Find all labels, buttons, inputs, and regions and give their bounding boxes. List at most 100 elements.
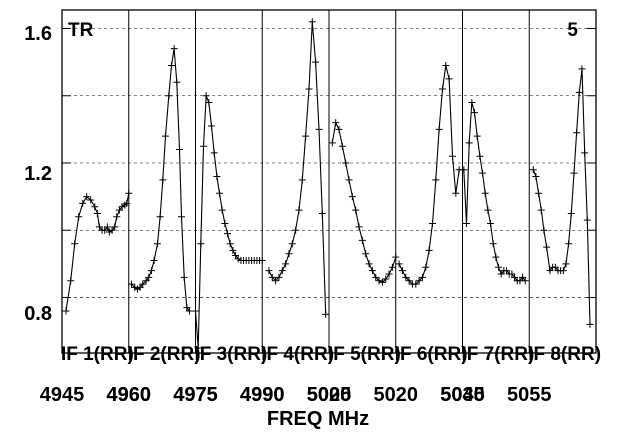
data-point-if5-8 [355, 223, 363, 231]
data-point-if4-17 [322, 310, 330, 318]
data-point-if8-12 [562, 260, 570, 268]
data-point-if6-14 [442, 61, 450, 69]
data-point-if2-6 [145, 273, 153, 281]
data-point-if1-21 [125, 189, 133, 197]
data-point-if1-1 [67, 277, 75, 285]
data-point-if2-21 [185, 307, 193, 315]
data-point-if4-1 [268, 273, 276, 281]
series-if8 [529, 65, 594, 328]
data-point-if3-0 [192, 307, 199, 315]
data-point-if3-1 [194, 344, 202, 352]
data-point-if3-3 [200, 142, 208, 150]
data-point-if4-12 [305, 85, 313, 93]
panel-label-if7: IF 7(RR) [461, 344, 534, 365]
data-point-if8-0 [529, 166, 537, 174]
data-point-if4-0 [265, 267, 273, 275]
series-if2 [127, 45, 193, 315]
data-point-if2-12 [161, 132, 169, 140]
data-point-if8-4 [540, 226, 548, 234]
data-point-if7-11 [489, 240, 497, 248]
x-tick-label-5040: 5040 [440, 384, 485, 406]
data-point-if2-11 [159, 176, 167, 184]
data-point-if8-13 [565, 240, 573, 248]
data-point-if1-4 [79, 199, 87, 207]
data-point-if5-16 [382, 275, 390, 283]
data-point-if7-3 [468, 98, 476, 106]
data-point-if5-4 [342, 159, 350, 167]
data-point-if3-10 [218, 206, 226, 214]
data-point-if7-9 [484, 206, 492, 214]
data-point-if1-0 [62, 307, 70, 315]
data-point-if8-19 [581, 149, 589, 157]
data-point-if1-6 [87, 196, 95, 204]
data-point-if4-2 [272, 277, 280, 285]
y-tick-label-2: 1.6 [24, 23, 52, 45]
data-point-if5-10 [362, 250, 370, 258]
panel-separators [128, 10, 530, 353]
data-point-if5-18 [388, 263, 396, 271]
data-point-if8-17 [575, 88, 583, 96]
data-point-if8-2 [535, 189, 543, 197]
data-point-if2-0 [127, 280, 135, 288]
data-point-if5-9 [358, 236, 366, 244]
series-if1 [62, 189, 133, 315]
data-point-if5-14 [375, 277, 383, 285]
data-point-if4-7 [288, 240, 296, 248]
data-point-if6-15 [445, 75, 453, 83]
data-point-if7-7 [479, 169, 487, 177]
data-point-if2-15 [170, 45, 178, 53]
x-axis-title: FREQ MHz [267, 408, 369, 430]
x-tick-label-4960: 4960 [107, 384, 152, 406]
x-tick-label-5020: 5020 [374, 384, 419, 406]
data-point-if2-4 [139, 280, 147, 288]
series-line-if5 [331, 120, 397, 284]
panel-label-if1: IF 1(RR) [61, 344, 134, 365]
x-tick-label-4960: 4960 [107, 384, 152, 406]
data-point-if6-7 [418, 273, 426, 281]
data-point-if4-4 [278, 267, 286, 275]
data-point-if4-8 [292, 226, 300, 234]
x-tick-label-5055: 5055 [507, 384, 552, 406]
x-tick-label-5020: 5020 [307, 384, 352, 406]
series-line-if4 [268, 21, 327, 315]
data-point-if8-11 [559, 267, 567, 275]
data-point-if2-9 [153, 240, 161, 248]
series-if7 [460, 98, 529, 285]
data-point-if8-1 [532, 172, 540, 180]
data-point-if6-5 [412, 280, 420, 288]
data-point-if4-16 [318, 209, 326, 217]
data-point-if3-14 [229, 246, 237, 254]
series-line-if2 [131, 48, 190, 312]
corner-label-left: TR [68, 20, 94, 41]
x-tick-label-5035: 5035 [440, 384, 485, 406]
data-point-if8-3 [537, 206, 545, 214]
series-line-if8 [532, 68, 591, 325]
data-point-if6-6 [415, 277, 423, 285]
data-point-if8-16 [573, 129, 581, 137]
data-point-if1-2 [71, 240, 79, 248]
data-point-if7-8 [481, 189, 489, 197]
data-point-if6-0 [395, 260, 403, 268]
data-point-if6-8 [422, 263, 430, 271]
data-point-if4-10 [298, 176, 306, 184]
data-point-if4-13 [308, 18, 316, 26]
panel-label-if2: IF 2(RR) [128, 344, 201, 365]
x-tick-label-4945: 4945 [40, 384, 85, 406]
axis-ticks [62, 27, 596, 299]
data-point-if1-12 [103, 223, 111, 231]
data-point-if5-1 [332, 119, 340, 127]
data-point-if7-0 [460, 166, 468, 174]
data-point-if3-25 [258, 257, 266, 265]
data-point-if4-15 [315, 125, 323, 133]
data-point-if3-9 [216, 189, 224, 197]
data-point-if3-4 [202, 92, 210, 100]
data-point-if1-15 [111, 223, 119, 231]
data-point-if3-6 [208, 122, 216, 130]
series-if6 [395, 61, 463, 288]
x-tick-label-5005: 5005 [307, 384, 352, 406]
data-point-if6-13 [438, 85, 446, 93]
data-point-if4-3 [275, 273, 283, 281]
data-point-if4-14 [312, 58, 320, 66]
